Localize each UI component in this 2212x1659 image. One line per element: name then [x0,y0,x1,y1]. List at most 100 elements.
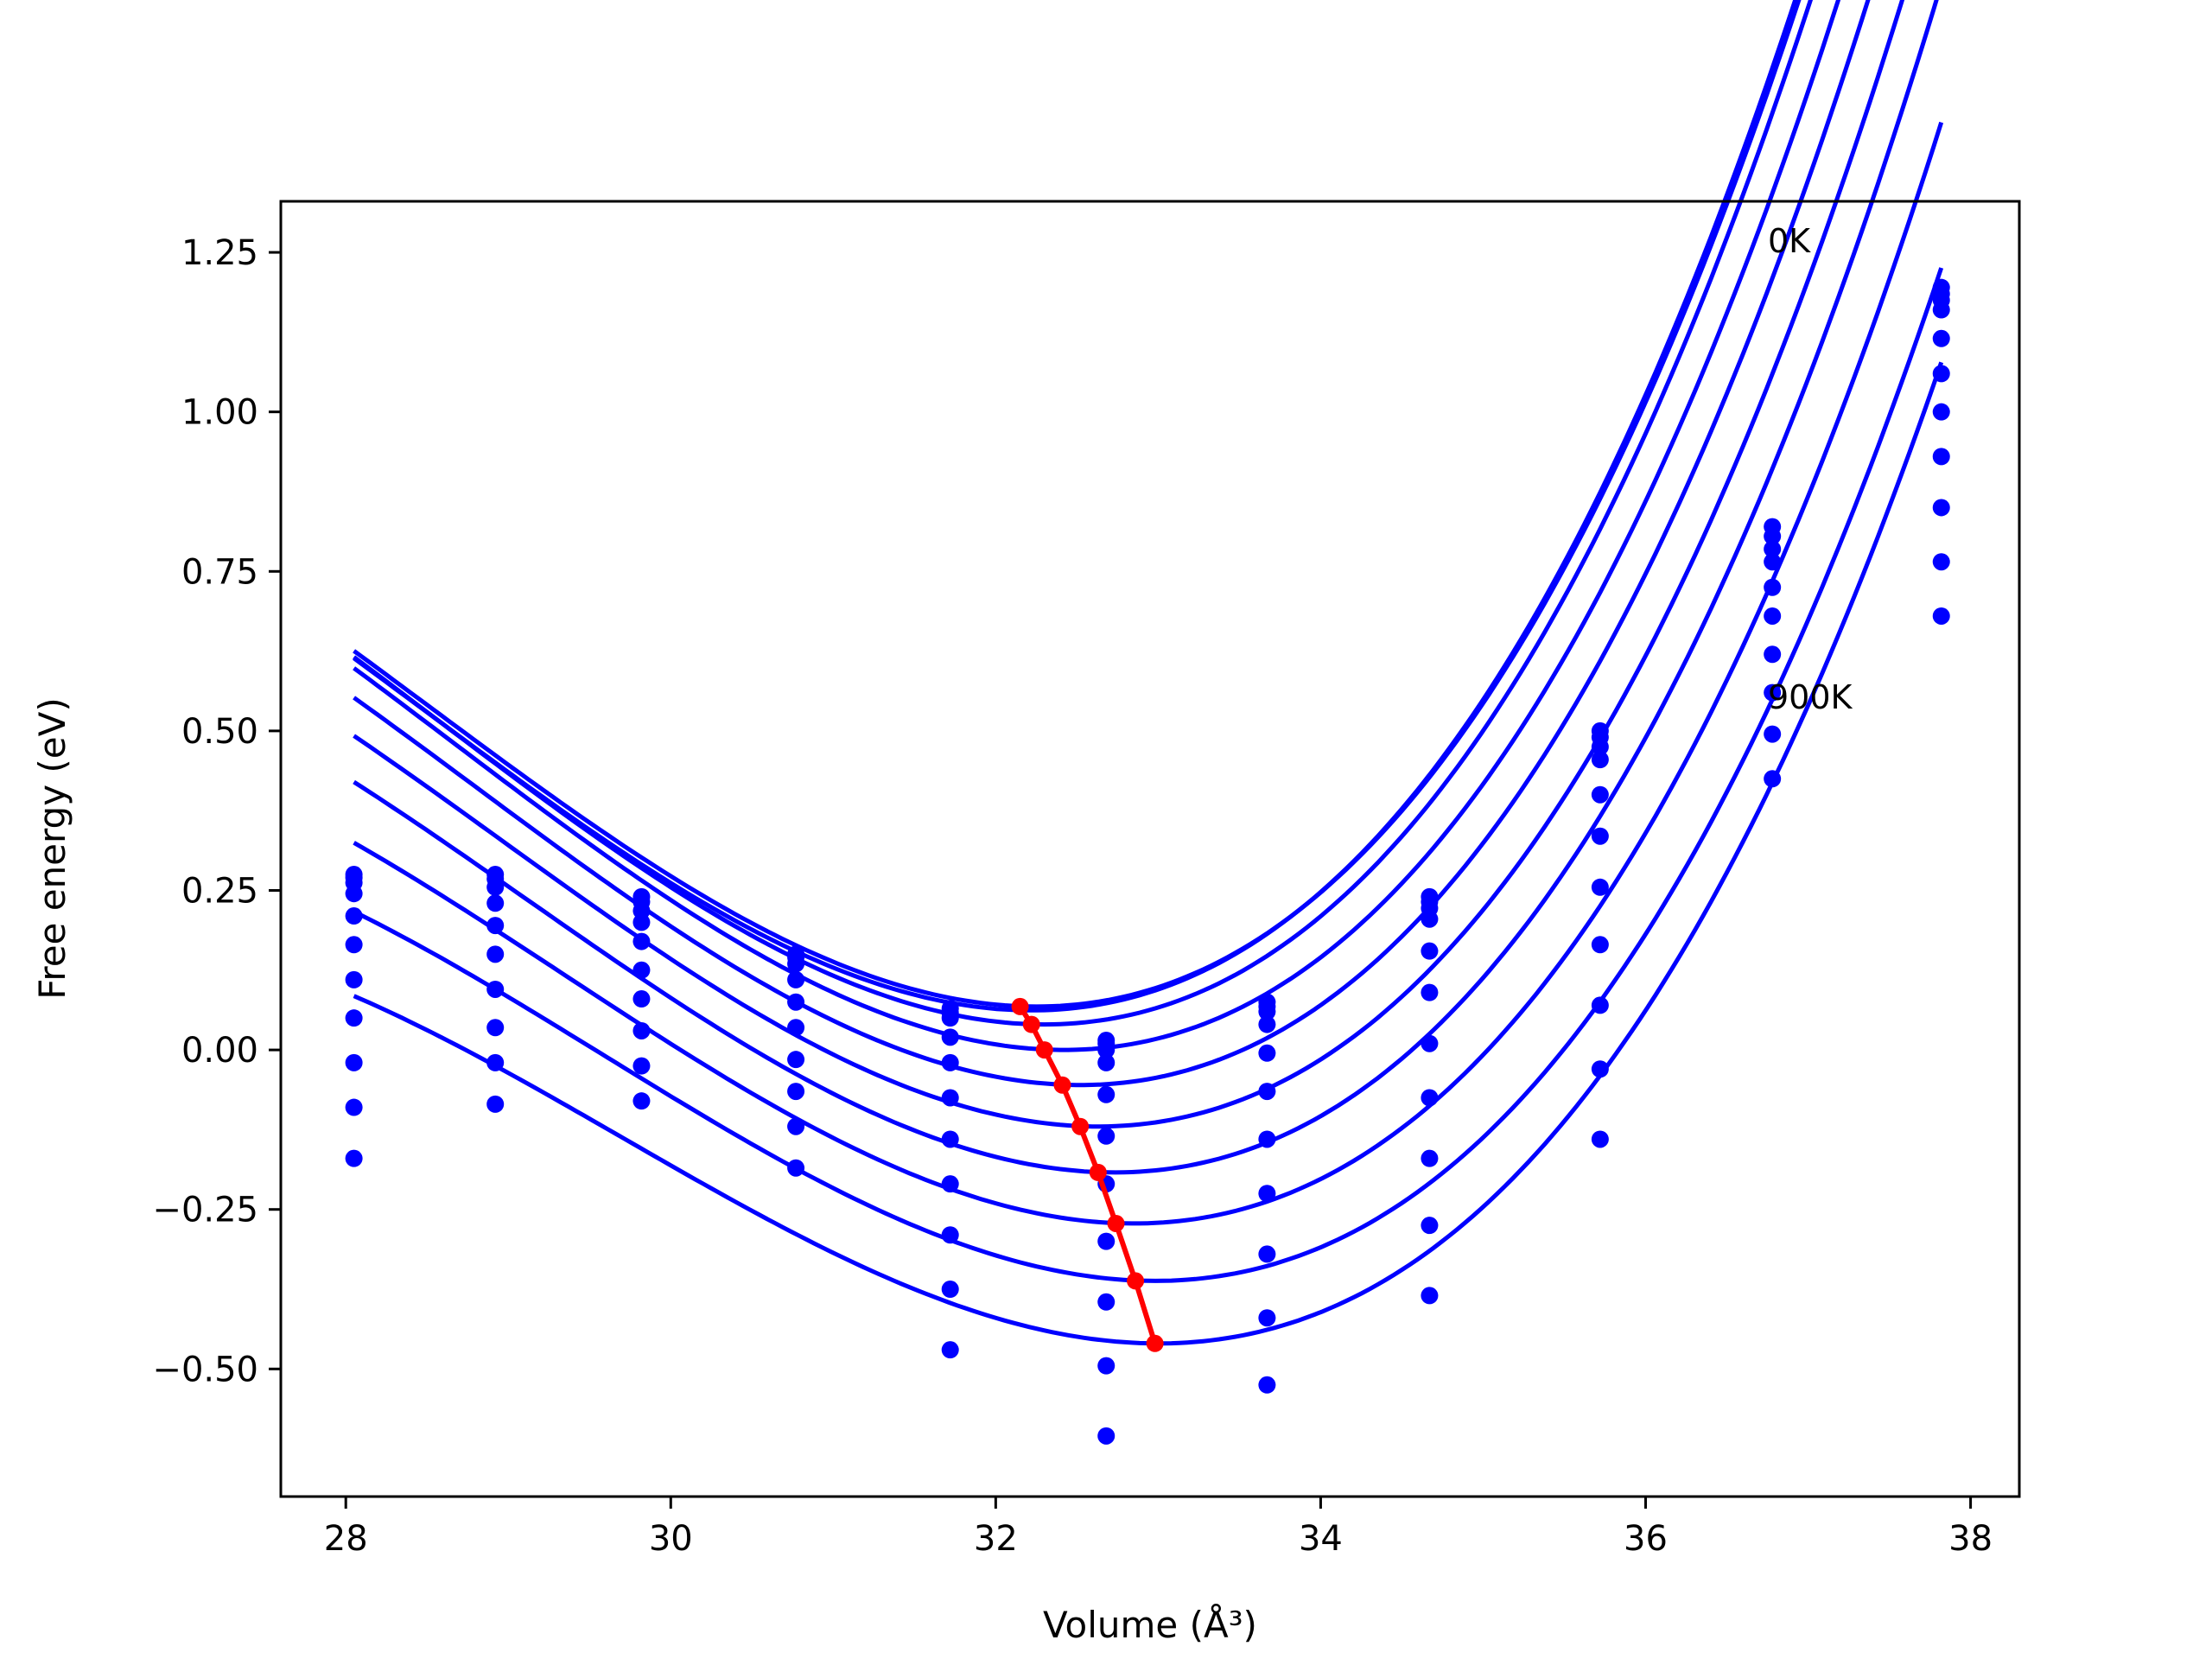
minimum-point [1127,1272,1145,1290]
data-point [1932,403,1950,421]
fit-curves [353,0,1944,1346]
data-point [345,1149,363,1167]
data-point [1258,1130,1276,1148]
data-point [1421,1287,1439,1305]
data-point [1258,1376,1276,1394]
minimum-point [1146,1334,1164,1352]
y-tick-label: 1.00 [181,393,258,433]
fit-curve [353,0,1905,1129]
data-point [1258,1044,1276,1062]
minimum-point [1071,1117,1090,1135]
data-point [1421,1217,1439,1235]
data-point [941,1281,959,1299]
y-tick-label: −0.25 [152,1191,258,1230]
data-point [1421,910,1439,928]
data-point [1258,1002,1276,1020]
data-point [345,1053,363,1071]
data-point [1421,1149,1439,1167]
data-point [1591,996,1609,1014]
data-point [1097,1293,1116,1311]
x-tick-label: 32 [974,1519,1018,1559]
data-point [486,945,505,963]
data-point [486,1019,505,1037]
data-point [345,885,363,903]
minimum-point [1022,1015,1040,1033]
data-point [941,1089,959,1107]
data-point [787,1117,805,1135]
data-point [1591,936,1609,954]
data-point [632,913,651,931]
data-point [1764,527,1782,545]
data-point [1591,1060,1609,1078]
data-point [1591,751,1609,769]
data-point [1932,365,1950,383]
data-point [941,1226,959,1244]
data-point [345,936,363,954]
data-point [1097,1127,1116,1145]
data-point [345,907,363,925]
y-tick-label: 0.75 [181,552,258,592]
data-point [1258,1309,1276,1327]
data-point [1764,683,1782,702]
data-point [941,1053,959,1071]
data-point [1258,1185,1276,1203]
data-point [1258,1015,1276,1033]
data-point [1421,1034,1439,1052]
plot-frame [279,200,2021,1498]
fit-curve [353,0,1939,1175]
fit-curve [353,121,1944,1226]
data-point [486,1095,505,1113]
data-point [787,993,805,1011]
data-point [1591,878,1609,896]
data-point [1764,578,1782,596]
data-point [1097,1232,1116,1250]
data-point [1932,448,1950,466]
fit-curve [353,267,1944,1283]
data-point [1097,1085,1116,1103]
data-point [1097,1053,1116,1071]
fit-curve [353,0,1841,1052]
data-point [632,990,651,1008]
data-point [1932,607,1950,625]
minimum-point [1035,1041,1053,1059]
x-axis-label: Volume (Å³) [1043,1603,1257,1646]
data-point [1421,983,1439,1001]
x-tick-label: 30 [649,1519,693,1559]
data-point [1591,738,1609,756]
x-axis-ticks: 28 30 32 34 36 38 [324,1497,1993,1559]
data-point [1591,827,1609,845]
y-tick-label: 0.00 [181,1031,258,1071]
minimum-point [1011,997,1029,1015]
y-tick-label: 1.25 [181,233,258,273]
data-point [1932,301,1950,319]
data-point [1421,1089,1439,1107]
data-point [1764,553,1782,571]
data-point [1097,1041,1116,1059]
data-point [345,1009,363,1027]
data-points [345,278,1950,1445]
data-point [941,1009,959,1027]
data-point [787,1083,805,1101]
data-point [1258,1083,1276,1101]
x-tick-label: 38 [1948,1519,1993,1559]
minimum-point [1089,1163,1107,1181]
data-point [632,1057,651,1075]
data-point [1764,770,1782,788]
data-point [1591,1130,1609,1148]
data-point [1764,725,1782,743]
data-point [486,980,505,998]
annotation-900k: 900K [1768,678,1853,716]
data-point [1932,499,1950,517]
minimum-path [1011,997,1164,1352]
annotation-0k: 0K [1768,222,1811,260]
data-point [632,1092,651,1110]
data-point [632,961,651,979]
fit-curve [353,0,1802,1009]
x-tick-label: 36 [1624,1519,1668,1559]
data-point [1764,540,1782,558]
data-point [345,970,363,988]
data-point [1764,645,1782,664]
data-point [1764,607,1782,625]
data-point [345,1098,363,1116]
